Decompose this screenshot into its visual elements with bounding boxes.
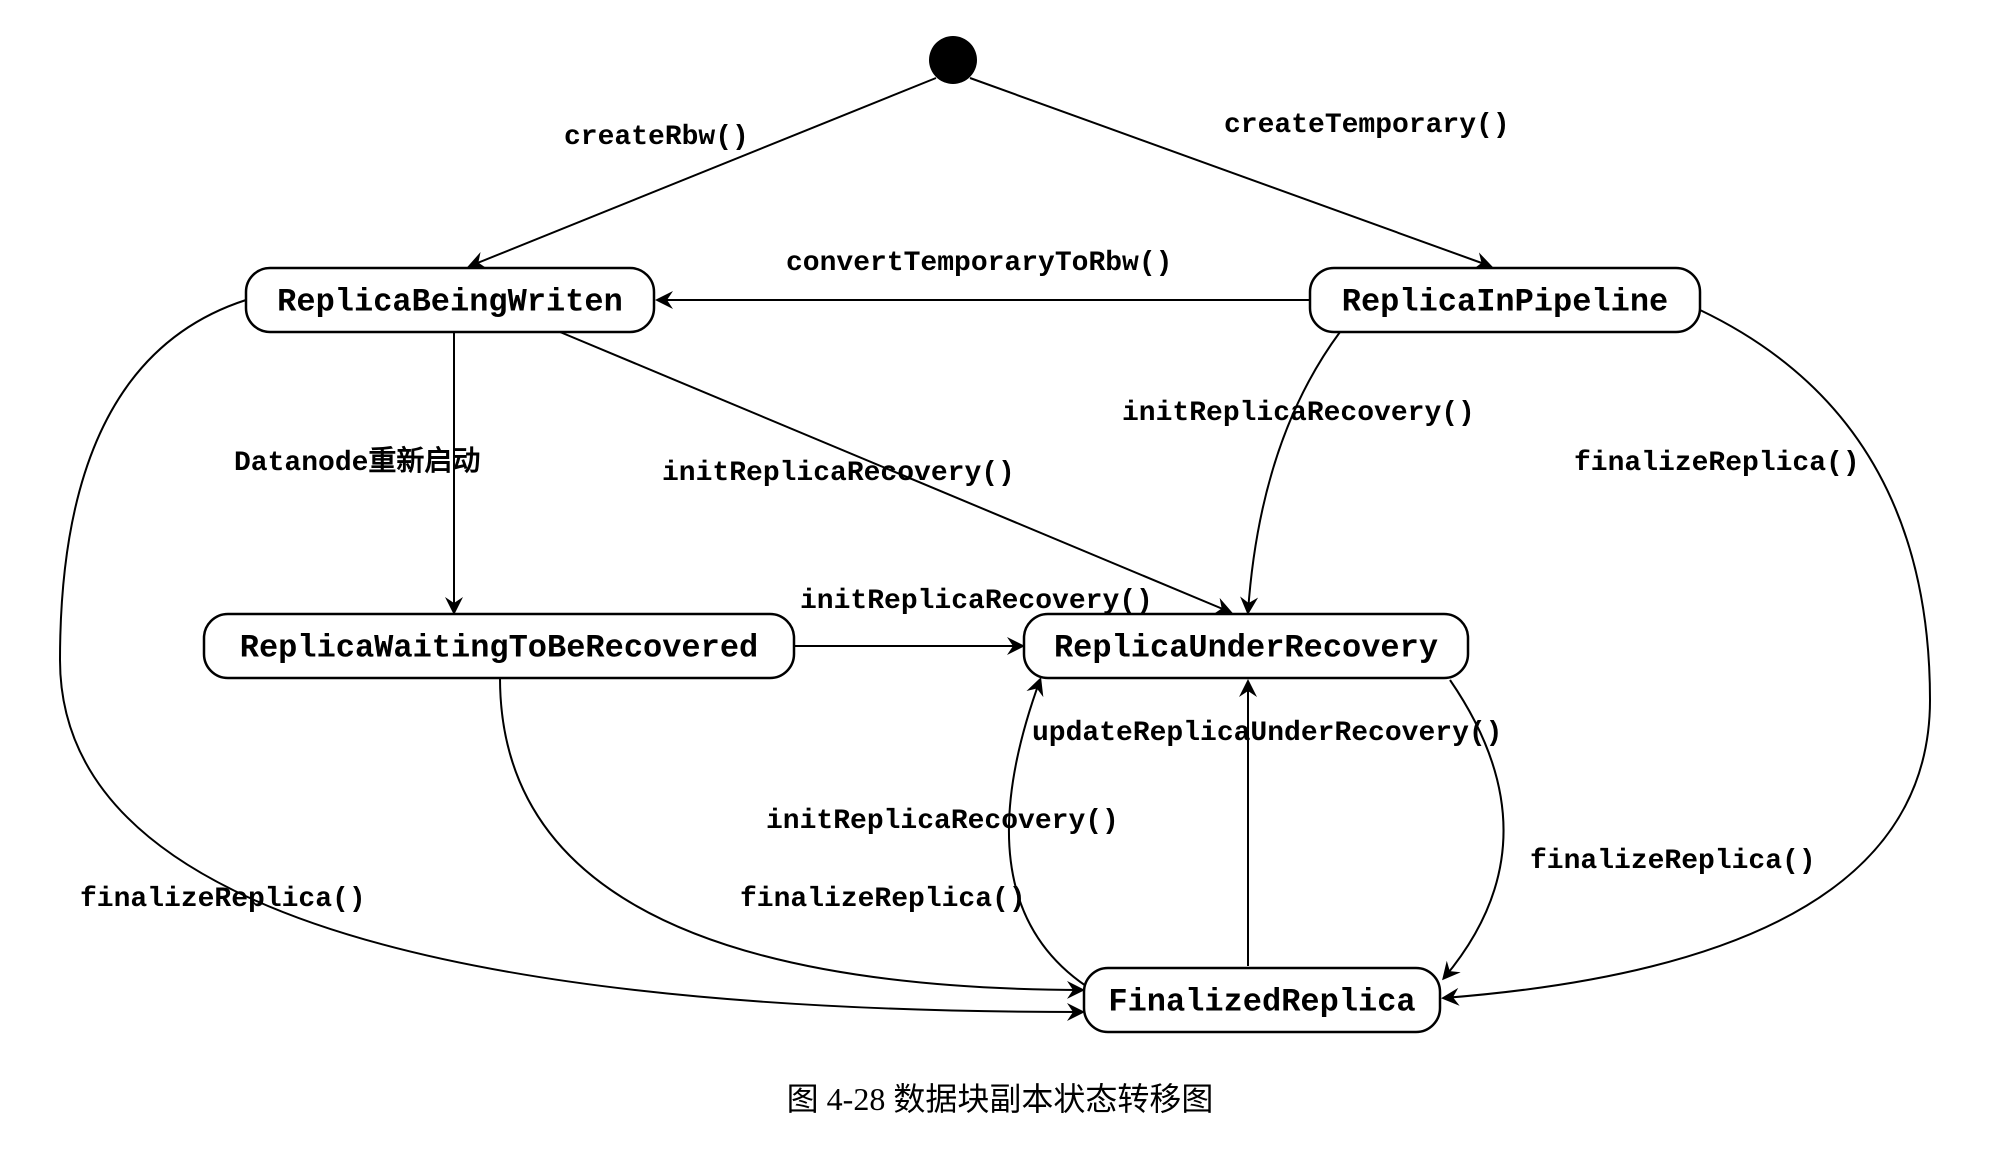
node-rip-label: ReplicaInPipeline <box>1342 283 1668 320</box>
label-init-rr-rip-rur: initReplicaRecovery() <box>1122 398 1475 429</box>
edge-rip-to-fin <box>1444 310 1930 998</box>
label-init-rr-fin-rur: initReplicaRecovery() <box>766 806 1119 837</box>
node-rbw-label: ReplicaBeingWriten <box>277 283 623 320</box>
label-finalize-rur-fin: finalizeReplica() <box>1530 846 1816 877</box>
label-finalize-rip-fin: finalizeReplica() <box>1574 448 1860 479</box>
figure-caption: 图 4-28 数据块副本状态转移图 <box>787 1081 1214 1117</box>
node-rur-label: ReplicaUnderRecovery <box>1054 629 1438 666</box>
label-init-rr-rwr-rur: initReplicaRecovery() <box>800 586 1153 617</box>
label-convert-tmp-to-rbw: convertTemporaryToRbw() <box>786 248 1172 279</box>
state-diagram: ReplicaBeingWriten ReplicaInPipeline Rep… <box>0 0 2000 1156</box>
label-create-rbw: createRbw() <box>564 122 749 153</box>
label-datanode-restart: Datanode重新启动 <box>234 445 480 479</box>
label-finalize-rbw-fin: finalizeReplica() <box>80 884 366 915</box>
start-node <box>929 36 977 84</box>
edge-start-to-rbw <box>470 78 936 266</box>
label-finalize-rwr-fin: finalizeReplica() <box>740 884 1026 915</box>
label-create-temporary: createTemporary() <box>1224 110 1510 141</box>
node-fin-label: FinalizedReplica <box>1108 983 1415 1020</box>
edge-start-to-rip <box>970 78 1490 266</box>
label-update-rur: updateReplicaUnderRecovery() <box>1032 718 1502 749</box>
edge-rip-to-rur <box>1248 332 1340 612</box>
node-rwr-label: ReplicaWaitingToBeRecovered <box>240 629 758 666</box>
label-init-rr-rbw-rur: initReplicaRecovery() <box>662 458 1015 489</box>
